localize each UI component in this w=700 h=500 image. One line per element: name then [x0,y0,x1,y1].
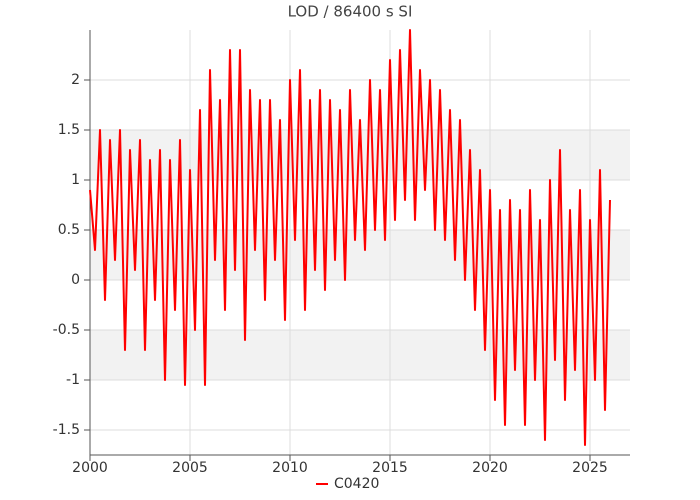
y-tick-label: 0.5 [58,222,80,238]
x-tick-label: 2005 [172,460,208,476]
y-tick-label: 0 [71,272,80,288]
y-tick-label: 1.5 [58,122,80,138]
band [90,330,630,380]
series-line [89,29,611,446]
x-tick-label: 2020 [472,460,508,476]
x-tick-label: 2000 [72,460,108,476]
y-tick-label: -0.5 [53,322,80,338]
x-tick-label: 2010 [272,460,308,476]
y-tick-label: -1.5 [53,422,80,438]
chart-title: LOD / 86400 s SI [288,3,413,21]
y-tick-label: 2 [71,72,80,88]
legend-label: C0420 [334,476,379,492]
y-tick-label: 1 [71,172,80,188]
y-tick-label: -1 [66,372,80,388]
x-tick-label: 2015 [372,460,408,476]
x-tick-label: 2025 [572,460,608,476]
